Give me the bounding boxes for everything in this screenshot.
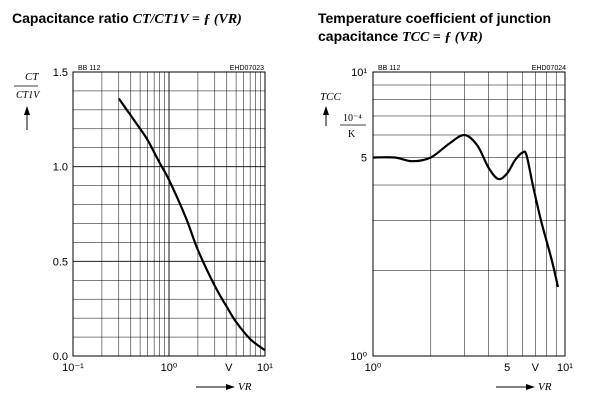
- left-x-tick-label: 10⁰: [161, 362, 178, 374]
- right-ylabel-top: TCC: [320, 91, 341, 103]
- left-figure-code: EHD07023: [230, 65, 264, 72]
- left-y-tick-labels: 0.0 0.5 1.0 1.5: [53, 67, 68, 363]
- left-plot-frame: [72, 71, 266, 357]
- right-series-line: [372, 133, 560, 288]
- right-x-tick-labels: 10⁰ 5 V 10¹: [365, 362, 574, 374]
- left-part-label: BB 112: [78, 65, 101, 72]
- left-y-tick-label: 0.5: [53, 256, 68, 268]
- right-xlabel-arrow: [496, 384, 535, 390]
- left-chart-title: Capacitance ratio CT/CT1V = ƒ (VR): [12, 10, 242, 27]
- right-x-tick-label: 5: [504, 362, 510, 374]
- right-figure-code: EHD07024: [532, 65, 566, 72]
- left-chart: BB 112 EHD07023 CT CT1V 0.0 0.5 1.0 1.5 10⁻…: [14, 65, 273, 393]
- right-x-tick-label: 10¹: [557, 362, 573, 374]
- left-x-tick-label: V: [225, 362, 233, 374]
- left-xlabel-arrow: [196, 384, 235, 390]
- right-y-tick-label: 10¹: [351, 67, 367, 79]
- right-y-tick-labels: 10⁰ 5 10¹: [350, 67, 367, 363]
- right-chart-title-line2: capacitance TCC = ƒ (VR): [318, 28, 483, 45]
- left-y-tick-label: 0.0: [53, 351, 68, 363]
- left-x-tick-labels: 10⁻¹ 10⁰ V 10¹: [62, 362, 273, 374]
- right-chart: BB 112 EHD07024 TCC 10⁻⁴ K 10⁰ 5 10¹ 10⁰ 5 V…: [320, 65, 573, 393]
- right-y-tick-label: 5: [361, 152, 367, 164]
- right-part-label: BB 112: [378, 65, 401, 72]
- left-ylabel-bottom: CT1V: [16, 90, 41, 101]
- right-grid: [373, 72, 565, 356]
- left-x-tick-label: 10⁻¹: [62, 362, 84, 374]
- left-series-line: [117, 97, 266, 352]
- right-ylabel-unit-bottom: K: [348, 129, 356, 140]
- right-ylabel-unit-top: 10⁻⁴: [343, 113, 362, 124]
- left-ylabel-arrow: [24, 106, 30, 130]
- left-x-tick-label: 10¹: [257, 362, 273, 374]
- right-x-tick-label: V: [532, 362, 540, 374]
- right-chart-title-line1: Temperature coefficient of junction: [318, 10, 552, 26]
- left-grid: [73, 72, 265, 356]
- right-y-tick-label: 10⁰: [350, 351, 367, 363]
- right-xlabel: VR: [538, 381, 552, 393]
- left-y-tick-label: 1.0: [53, 162, 68, 174]
- left-y-tick-label: 1.5: [53, 67, 68, 79]
- left-ylabel-top: CT: [25, 71, 39, 83]
- left-xlabel: VR: [238, 381, 252, 393]
- right-plot-frame: [372, 71, 566, 357]
- right-x-tick-label: 10⁰: [365, 362, 382, 374]
- right-ylabel-arrow: [323, 106, 329, 126]
